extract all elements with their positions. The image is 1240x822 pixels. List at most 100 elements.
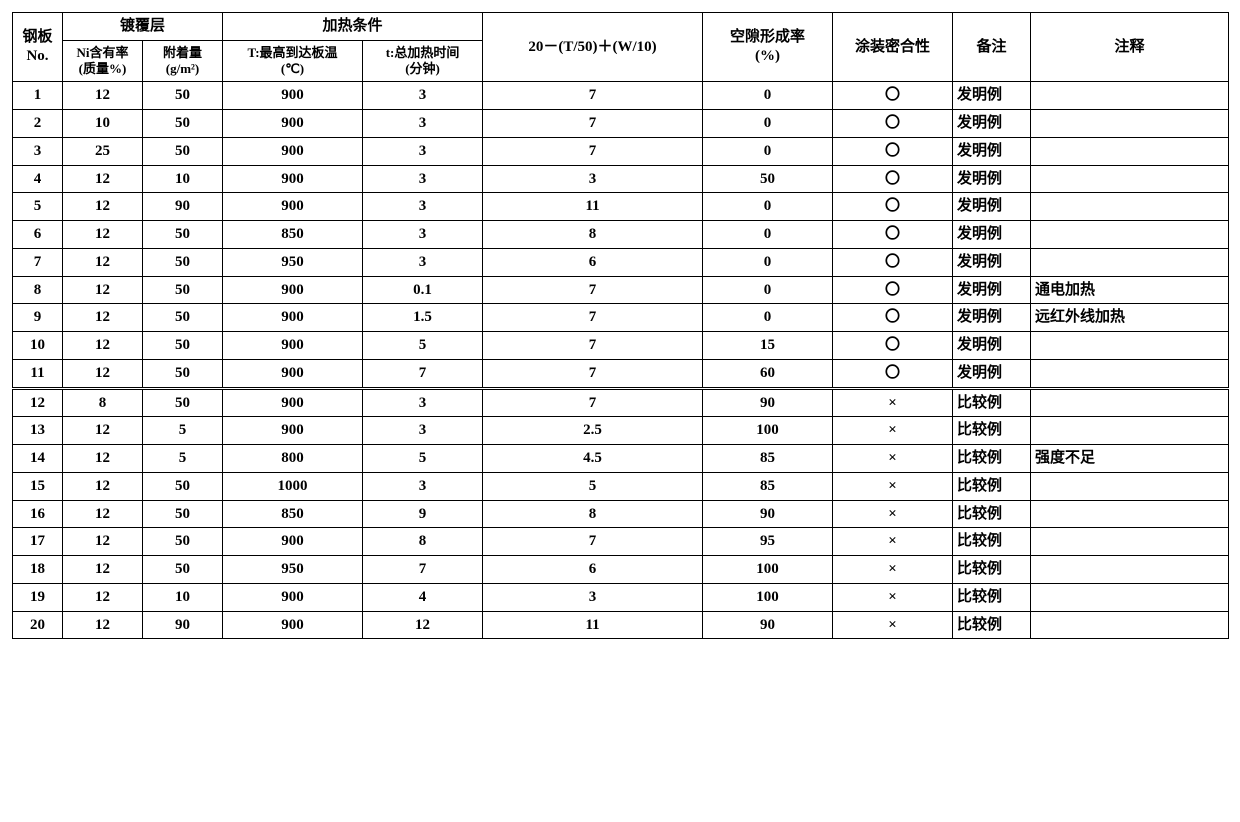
cell-no: 20 [13, 611, 63, 639]
cell-ni: 12 [63, 248, 143, 276]
cell-paint: 〇 [833, 82, 953, 110]
table-row: 1412580054.585×比较例强度不足 [13, 445, 1229, 473]
table-row: 1712509008795×比较例 [13, 528, 1229, 556]
cell-adh: 90 [143, 611, 223, 639]
cell-formula: 11 [483, 193, 703, 221]
cell-note [1031, 472, 1229, 500]
cell-formula: 2.5 [483, 417, 703, 445]
cell-paint: 〇 [833, 165, 953, 193]
cell-ni: 12 [63, 583, 143, 611]
cell-paint: × [833, 583, 953, 611]
cell-remark: 发明例 [953, 82, 1031, 110]
cell-paint: 〇 [833, 137, 953, 165]
cell-time: 7 [363, 556, 483, 584]
header-remark: 备注 [953, 13, 1031, 82]
cell-formula: 7 [483, 388, 703, 417]
cell-adh: 50 [143, 500, 223, 528]
cell-paint: 〇 [833, 359, 953, 388]
cell-time: 1.5 [363, 304, 483, 332]
table-row: 912509001.570〇发明例远红外线加热 [13, 304, 1229, 332]
table-row: 412109003350〇发明例 [13, 165, 1229, 193]
table-row: 15125010003585×比较例 [13, 472, 1229, 500]
cell-void: 100 [703, 583, 833, 611]
cell-no: 9 [13, 304, 63, 332]
cell-formula: 3 [483, 583, 703, 611]
cell-t: 900 [223, 528, 363, 556]
data-table: 钢板No. 镀覆层 加热条件 20－(T/50)＋(W/10) 空隙形成率(%)… [12, 12, 1229, 639]
cell-ni: 12 [63, 417, 143, 445]
cell-ni: 12 [63, 221, 143, 249]
cell-adh: 10 [143, 583, 223, 611]
cell-formula: 4.5 [483, 445, 703, 473]
cell-formula: 7 [483, 82, 703, 110]
cell-remark: 发明例 [953, 248, 1031, 276]
cell-time: 7 [363, 359, 483, 388]
cell-no: 2 [13, 110, 63, 138]
cell-note [1031, 583, 1229, 611]
cell-time: 12 [363, 611, 483, 639]
cell-formula: 7 [483, 137, 703, 165]
cell-no: 10 [13, 332, 63, 360]
cell-t: 850 [223, 221, 363, 249]
header-coating-group: 镀覆层 [63, 13, 223, 41]
cell-t: 800 [223, 445, 363, 473]
table-row: 21050900370〇发明例 [13, 110, 1229, 138]
header-note: 注释 [1031, 13, 1229, 82]
table-row: 61250850380〇发明例 [13, 221, 1229, 249]
cell-time: 5 [363, 445, 483, 473]
cell-note [1031, 388, 1229, 417]
cell-adh: 50 [143, 472, 223, 500]
cell-remark: 发明例 [953, 332, 1031, 360]
cell-ni: 12 [63, 165, 143, 193]
cell-remark: 发明例 [953, 276, 1031, 304]
cell-t: 900 [223, 359, 363, 388]
cell-no: 7 [13, 248, 63, 276]
cell-formula: 11 [483, 611, 703, 639]
cell-void: 50 [703, 165, 833, 193]
cell-note [1031, 137, 1229, 165]
cell-time: 0.1 [363, 276, 483, 304]
cell-paint: × [833, 388, 953, 417]
cell-formula: 7 [483, 304, 703, 332]
header-temp: T:最高到达板温(℃) [223, 40, 363, 82]
header-time: t:总加热时间(分钟) [363, 40, 483, 82]
cell-ni: 12 [63, 276, 143, 304]
cell-formula: 8 [483, 500, 703, 528]
cell-no: 12 [13, 388, 63, 417]
cell-time: 9 [363, 500, 483, 528]
cell-t: 950 [223, 248, 363, 276]
cell-ni: 12 [63, 500, 143, 528]
cell-void: 90 [703, 611, 833, 639]
cell-void: 0 [703, 221, 833, 249]
cell-void: 0 [703, 276, 833, 304]
cell-no: 6 [13, 221, 63, 249]
cell-remark: 比较例 [953, 500, 1031, 528]
cell-remark: 比较例 [953, 611, 1031, 639]
cell-t: 900 [223, 193, 363, 221]
cell-adh: 50 [143, 276, 223, 304]
cell-remark: 比较例 [953, 556, 1031, 584]
cell-remark: 发明例 [953, 165, 1031, 193]
cell-void: 85 [703, 445, 833, 473]
cell-formula: 7 [483, 528, 703, 556]
cell-formula: 7 [483, 110, 703, 138]
cell-no: 3 [13, 137, 63, 165]
cell-time: 3 [363, 248, 483, 276]
cell-adh: 5 [143, 445, 223, 473]
table-row: 1012509005715〇发明例 [13, 332, 1229, 360]
cell-remark: 比较例 [953, 445, 1031, 473]
cell-void: 0 [703, 82, 833, 110]
cell-t: 1000 [223, 472, 363, 500]
cell-no: 17 [13, 528, 63, 556]
cell-adh: 90 [143, 193, 223, 221]
table-row: 1612508509890×比较例 [13, 500, 1229, 528]
cell-time: 3 [363, 110, 483, 138]
header-heating-group: 加热条件 [223, 13, 483, 41]
cell-time: 3 [363, 417, 483, 445]
cell-no: 5 [13, 193, 63, 221]
table-row: 512909003110〇发明例 [13, 193, 1229, 221]
cell-ni: 12 [63, 611, 143, 639]
cell-paint: 〇 [833, 110, 953, 138]
cell-time: 8 [363, 528, 483, 556]
cell-void: 90 [703, 388, 833, 417]
